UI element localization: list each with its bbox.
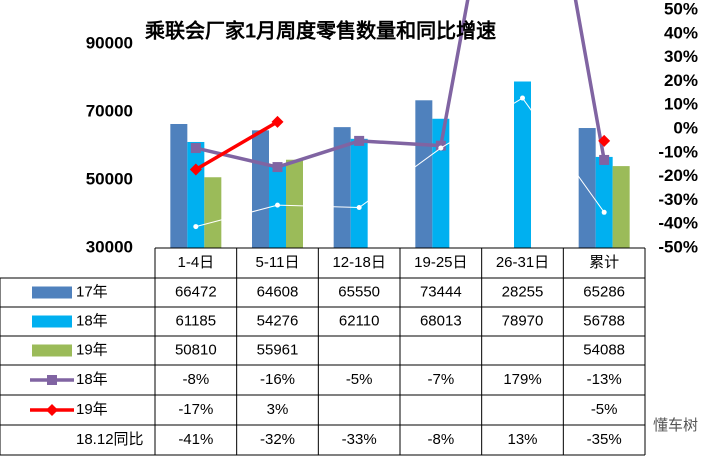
bar <box>612 166 630 248</box>
x-tick-label: 累计 <box>589 254 619 271</box>
table-cell: -41% <box>178 431 213 448</box>
y2-tick-label: 10% <box>664 95 698 114</box>
line-marker <box>46 404 58 416</box>
table-cell: 65550 <box>338 283 380 300</box>
line-marker <box>356 205 362 211</box>
x-tick-label: 12-18日 <box>332 254 385 271</box>
table-cell: -16% <box>260 371 295 388</box>
line-marker <box>271 115 284 128</box>
y2-tick-label: 30% <box>664 47 698 66</box>
table-cell: 64608 <box>257 283 299 300</box>
line-marker <box>354 135 365 146</box>
y2-tick-label: -50% <box>658 237 698 256</box>
table-cell: 3% <box>267 401 289 418</box>
y2-tick-label: 20% <box>664 71 698 90</box>
line-marker <box>272 162 283 173</box>
x-tick-label: 5-11日 <box>256 254 300 271</box>
plot-area <box>170 0 630 248</box>
table-cell: 68013 <box>420 312 462 329</box>
legend-label: 19年 <box>76 401 108 418</box>
line-marker <box>599 154 610 165</box>
x-tick-label: 26-31日 <box>496 254 549 271</box>
table-cell: 62110 <box>339 312 380 329</box>
table-cell: -5% <box>346 371 373 388</box>
table-cell: -17% <box>178 401 213 418</box>
bar <box>170 123 188 248</box>
table-cell: 73444 <box>420 283 462 300</box>
line-marker <box>47 375 57 385</box>
line-marker <box>193 224 199 230</box>
y2-tick-label: -10% <box>658 142 698 161</box>
y2-tick-label: -20% <box>658 166 698 185</box>
watermark: 懂车树 <box>653 417 698 434</box>
bar <box>350 138 368 248</box>
table-cell: -35% <box>587 431 622 448</box>
line-marker <box>598 134 611 147</box>
table-cell: 66472 <box>175 283 217 300</box>
y-tick-label: 50000 <box>86 169 133 188</box>
chart-title: 乘联会厂家1月周度零售数量和同比增速 <box>144 18 496 42</box>
y-tick-label: 70000 <box>86 101 133 120</box>
y-tick-label: 30000 <box>86 237 133 256</box>
table-cell: 179% <box>503 371 541 388</box>
legend-label: 17年 <box>76 283 108 300</box>
line-marker <box>190 143 201 154</box>
bar <box>333 127 351 248</box>
line <box>195 97 605 228</box>
bar <box>204 177 222 248</box>
bar <box>415 100 433 248</box>
legend-label: 18年 <box>76 312 108 329</box>
table-cell: -33% <box>342 431 377 448</box>
y2-tick-label: 0% <box>673 118 698 137</box>
table-cell: 65286 <box>583 283 625 300</box>
bar <box>514 81 531 248</box>
bar <box>286 159 303 248</box>
x-tick-label: 19-25日 <box>414 254 467 271</box>
table-cell: 28255 <box>502 283 544 300</box>
bar <box>595 156 613 248</box>
table-cell: -13% <box>587 371 622 388</box>
legend-label: 19年 <box>76 341 108 358</box>
line-marker <box>438 145 444 151</box>
y-tick-label: 90000 <box>86 33 133 52</box>
table-cell: 13% <box>507 431 537 448</box>
table-cell: -8% <box>182 371 209 388</box>
x-tick-label: 1-4日 <box>177 254 214 271</box>
table-cell: 50810 <box>175 341 217 358</box>
line-marker <box>189 163 202 176</box>
table-cell: 55961 <box>257 341 299 358</box>
bar <box>187 141 205 248</box>
line-marker <box>520 95 525 101</box>
table-cell: 54088 <box>583 341 625 358</box>
line-marker <box>601 209 607 215</box>
legend-key <box>32 344 72 357</box>
table-cell: -5% <box>591 401 618 418</box>
legend-label: 18.12同比 <box>76 431 144 448</box>
y2-tick-label: -30% <box>658 190 698 209</box>
table-cell: 56788 <box>583 312 625 329</box>
table-cell: 78970 <box>502 312 544 329</box>
y2-tick-label: 40% <box>664 23 698 42</box>
line <box>195 0 606 169</box>
table-cell: -7% <box>427 371 454 388</box>
table-cell: 54276 <box>257 312 299 329</box>
bar <box>252 130 269 248</box>
y2-tick-label: 50% <box>664 0 698 18</box>
legend-key <box>32 286 72 299</box>
legend-key <box>32 315 72 328</box>
y2-tick-label: -40% <box>658 214 698 233</box>
line-marker <box>275 202 280 208</box>
table-cell: -32% <box>260 431 295 448</box>
table-cell: -8% <box>427 431 454 448</box>
table-cell: 61185 <box>176 312 217 329</box>
legend-label: 18年 <box>76 371 108 388</box>
